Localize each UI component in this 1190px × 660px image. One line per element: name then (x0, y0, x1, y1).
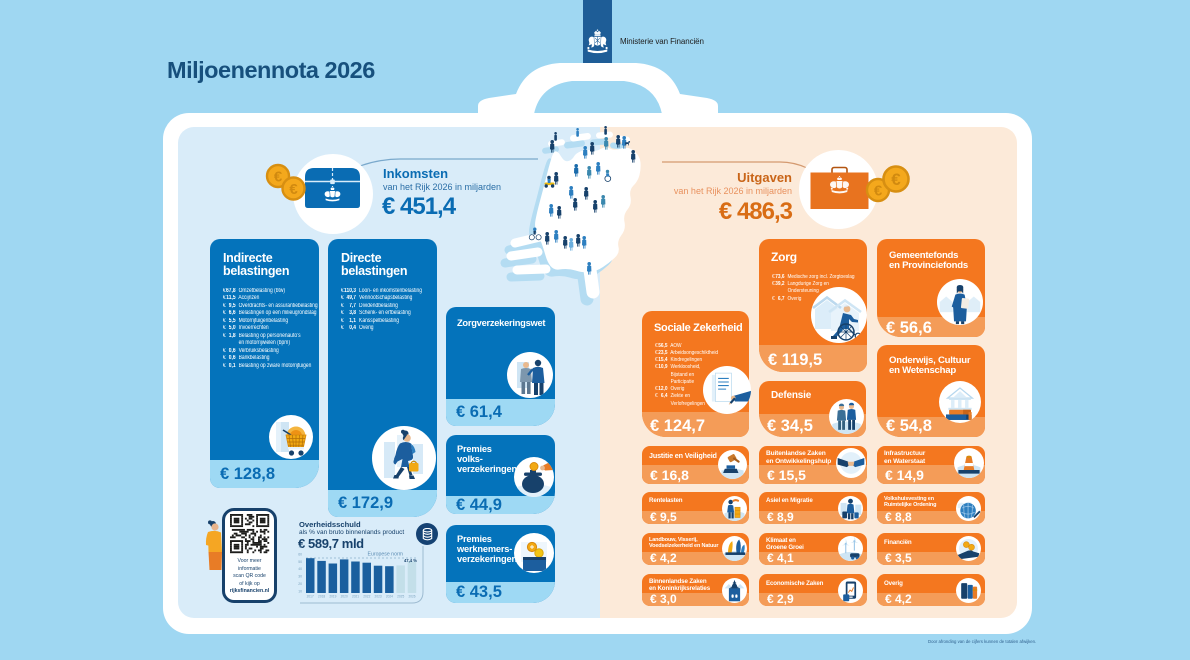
svg-text:Europese norm: Europese norm (368, 552, 403, 558)
svg-text:20: 20 (298, 582, 302, 586)
svg-text:2025: 2025 (397, 595, 404, 599)
svg-text:40: 40 (298, 567, 302, 571)
svg-text:70: 70 (298, 545, 302, 549)
svg-text:50: 50 (298, 560, 302, 564)
svg-text:10: 10 (298, 589, 302, 593)
svg-text:€: € (274, 169, 283, 186)
svg-text:2023: 2023 (375, 595, 382, 599)
svg-text:€: € (289, 181, 298, 198)
svg-text:2019: 2019 (329, 595, 336, 599)
svg-text:2020: 2020 (341, 595, 348, 599)
svg-text:2022: 2022 (363, 595, 370, 599)
svg-text:2026: 2026 (408, 595, 415, 599)
svg-text:2018: 2018 (318, 595, 325, 599)
svg-text:2017: 2017 (307, 595, 314, 599)
svg-text:60: 60 (298, 552, 302, 556)
svg-text:€: € (874, 183, 883, 200)
svg-text:47,4 %: 47,4 % (404, 558, 417, 563)
svg-text:2024: 2024 (386, 595, 393, 599)
svg-text:2021: 2021 (352, 595, 359, 599)
svg-text:30: 30 (298, 575, 302, 579)
svg-text:€: € (891, 170, 901, 189)
